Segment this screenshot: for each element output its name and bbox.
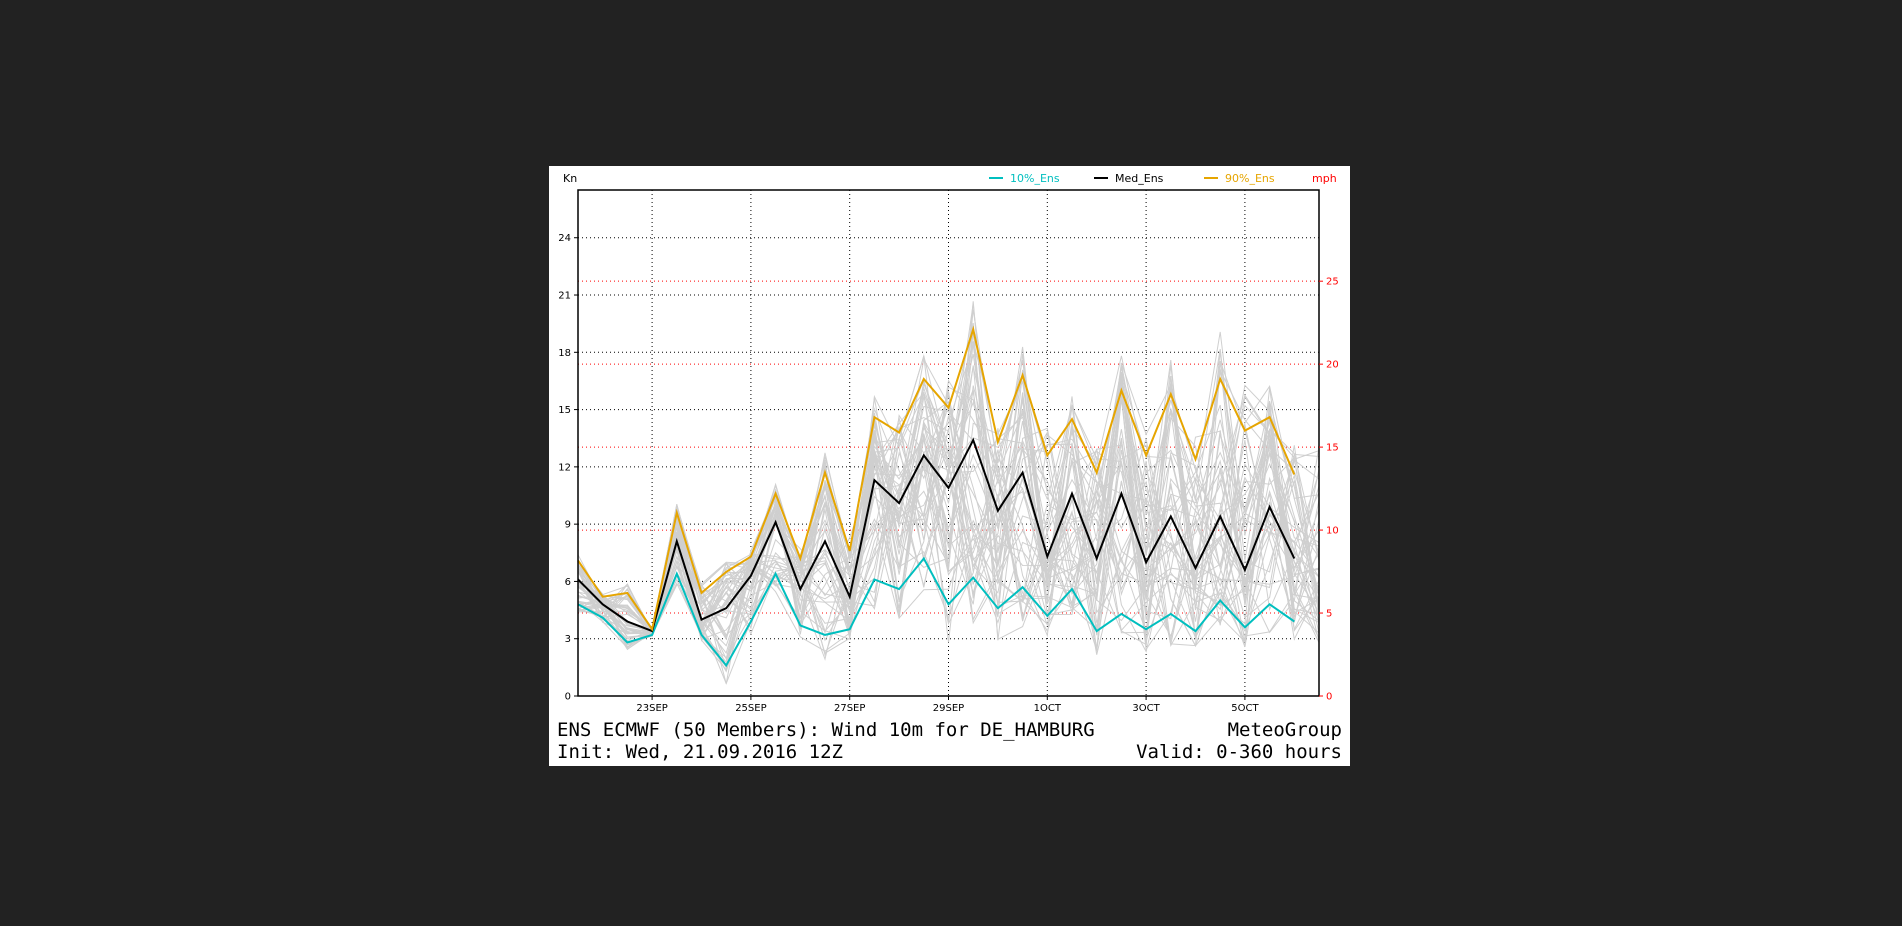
init-time: Init: Wed, 21.09.2016 12Z: [557, 741, 843, 763]
legend-label: 10%_Ens: [1010, 172, 1060, 185]
ensemble-member-line: [577, 303, 1320, 638]
chart-panel: 0 3 6 9 12 15 18 21 24 0 5 10 15 20 25 23SEP 25SEP 27SEP 2…: [549, 166, 1350, 766]
right-tick-label: 25: [1326, 277, 1339, 288]
x-tick-label: 27SEP: [834, 703, 865, 714]
left-tick-label: 21: [558, 291, 571, 302]
left-tick-label: 24: [558, 233, 571, 244]
valid-range: Valid: 0-360 hours: [1136, 741, 1342, 763]
x-tick-label: 23SEP: [636, 703, 667, 714]
left-tick-label: 15: [558, 405, 571, 416]
ensemble-wind-chart: 0 3 6 9 12 15 18 21 24 0 5 10 15 20 25 23SEP 25SEP 27SEP 2…: [558, 172, 1339, 714]
ensemble-member-line: [577, 375, 1320, 643]
x-tick-label: 3OCT: [1132, 703, 1160, 714]
right-tick-label: 5: [1326, 609, 1332, 620]
ensemble-member-line: [577, 341, 1320, 651]
left-tick-label: 18: [558, 348, 571, 359]
legend-label: Med_Ens: [1115, 172, 1164, 185]
chart-title: ENS ECMWF (50 Members): Wind 10m for DE_…: [557, 719, 1095, 741]
ensemble-member-line: [577, 379, 1320, 641]
right-tick-label: 15: [1326, 443, 1339, 454]
ensemble-member-line: [577, 355, 1320, 646]
right-tick-label: 0: [1326, 692, 1332, 703]
series-line-med-ens: [577, 437, 1296, 633]
source-label: MeteoGroup: [1227, 719, 1342, 741]
ensemble-member-line: [577, 407, 1320, 661]
x-tick-label: 5OCT: [1231, 703, 1259, 714]
left-tick-label: 9: [565, 520, 571, 531]
ensemble-member-line: [577, 391, 1320, 668]
left-tick-label: 12: [558, 462, 571, 473]
right-tick-label: 20: [1326, 360, 1339, 371]
x-tick-label: 1OCT: [1034, 703, 1062, 714]
right-axis-unit: mph: [1312, 172, 1337, 185]
x-tick-label: 25SEP: [735, 703, 766, 714]
right-tick-label: 10: [1326, 526, 1339, 537]
left-tick-label: 3: [565, 634, 571, 645]
ensemble-member-line: [577, 325, 1320, 641]
x-tick-label: 29SEP: [933, 703, 964, 714]
left-tick-label: 0: [565, 692, 571, 703]
series-line-10-ens: [577, 556, 1295, 668]
ensemble-member-line: [577, 417, 1320, 636]
legend-label: 90%_Ens: [1225, 172, 1275, 185]
ensemble-member-line: [577, 437, 1320, 649]
ensemble-member-line: [577, 365, 1320, 640]
left-tick-label: 6: [565, 577, 571, 588]
left-axis-unit: Kn: [563, 172, 577, 185]
series-line-90-ens: [577, 325, 1296, 632]
ensemble-member-line: [577, 405, 1320, 655]
ensemble-member-line: [577, 377, 1320, 657]
ensemble-member-line: [577, 322, 1320, 649]
